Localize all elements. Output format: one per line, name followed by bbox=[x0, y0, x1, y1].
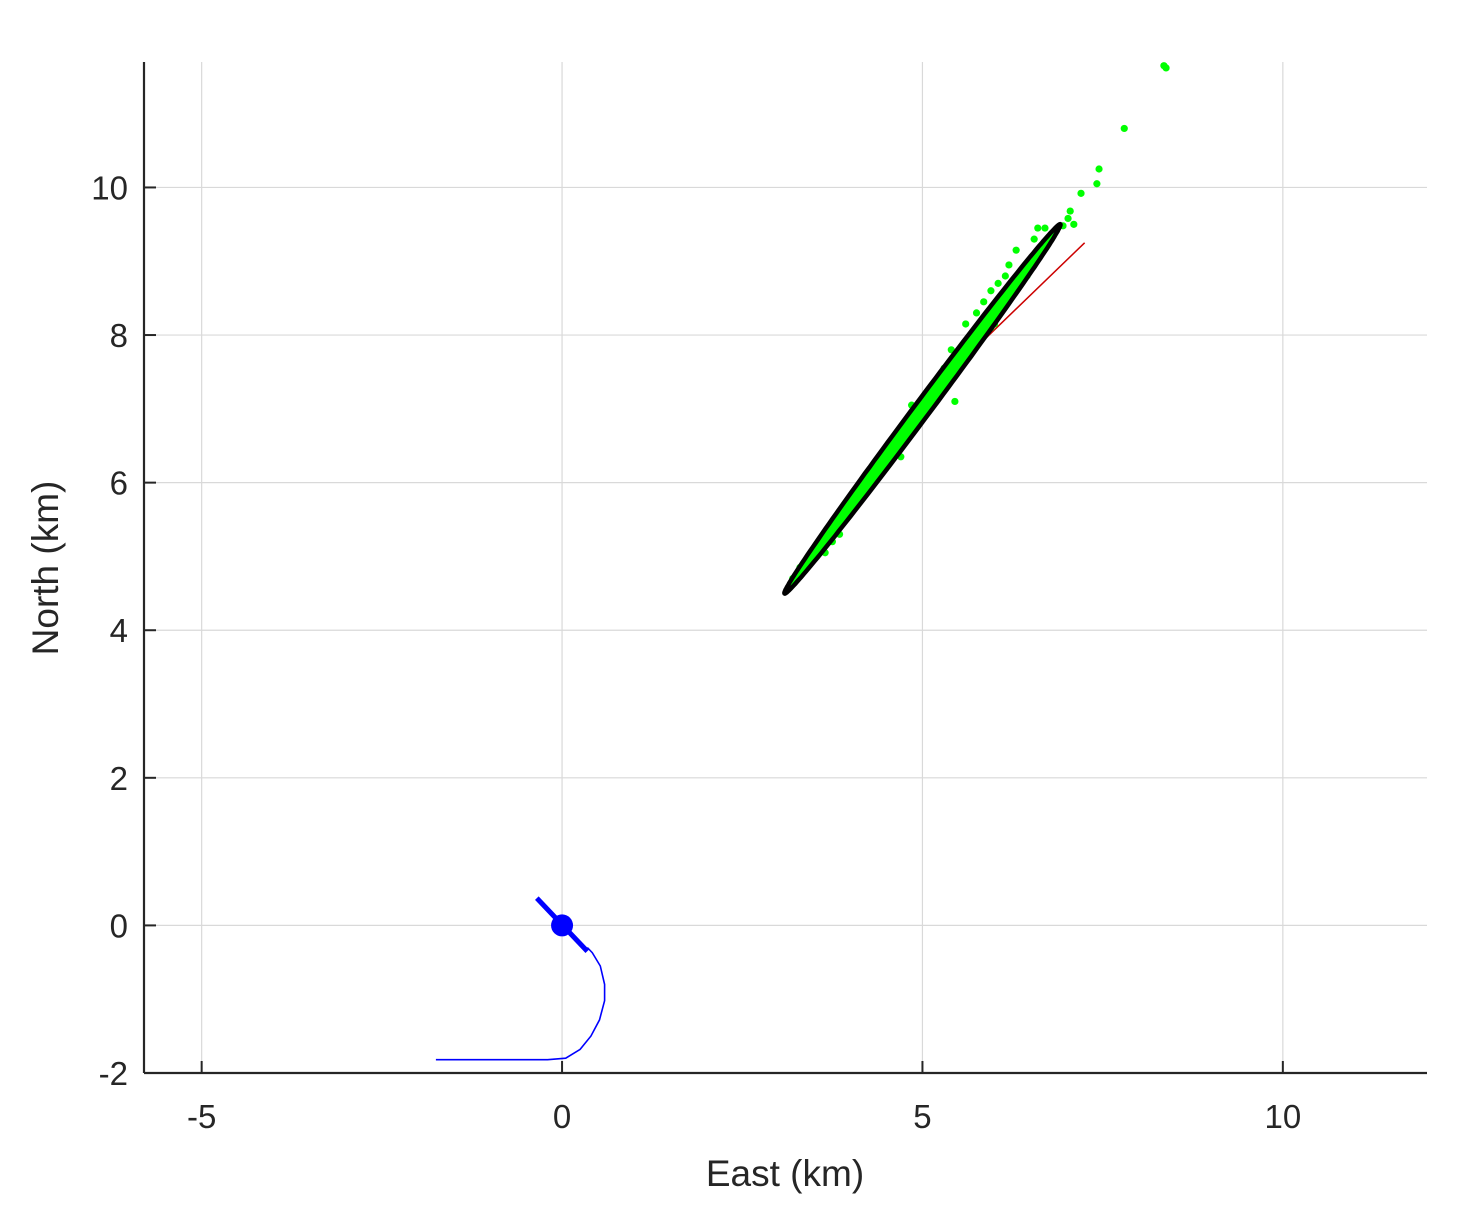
y-tick-label-0: -2 bbox=[99, 1055, 128, 1092]
axes bbox=[142, 62, 1427, 1075]
x-tick-label-0: -5 bbox=[187, 1098, 216, 1135]
sample-point bbox=[1070, 220, 1078, 228]
y-tick-label-2: 2 bbox=[110, 760, 128, 797]
sample-point bbox=[1093, 180, 1101, 188]
sample-point bbox=[980, 298, 988, 306]
sample-point bbox=[1095, 165, 1103, 173]
sample-point bbox=[1041, 224, 1049, 232]
sample-point bbox=[994, 279, 1002, 287]
uncertainty-ellipse bbox=[782, 221, 1063, 596]
y-axis-title: North (km) bbox=[25, 481, 66, 656]
sample-point bbox=[1120, 124, 1128, 133]
observer-marker bbox=[551, 914, 574, 937]
sample-point bbox=[962, 320, 970, 328]
x-tick-label-3: 10 bbox=[1264, 1098, 1301, 1135]
sample-point bbox=[843, 508, 851, 516]
sample-point bbox=[1162, 64, 1170, 72]
x-tick-label-2: 5 bbox=[913, 1098, 931, 1135]
sample-point bbox=[1077, 189, 1085, 197]
sample-point bbox=[1005, 261, 1013, 269]
plot-marks bbox=[435, 62, 1170, 1061]
sample-point bbox=[1064, 214, 1072, 223]
sample-point bbox=[987, 287, 995, 295]
sample-point bbox=[861, 482, 869, 490]
sample-point bbox=[871, 471, 880, 479]
sample-point bbox=[1012, 246, 1020, 254]
y-tick-label-5: 8 bbox=[110, 317, 128, 354]
sample-point bbox=[882, 449, 891, 457]
y-tick-label-4: 6 bbox=[110, 465, 128, 502]
sample-point bbox=[1066, 207, 1074, 215]
observer-track-line bbox=[435, 946, 606, 1061]
sample-point bbox=[972, 309, 981, 317]
tick-labels: -5 0 5 10 -2 0 2 4 6 8 10 bbox=[91, 169, 1301, 1135]
sample-point bbox=[1001, 272, 1009, 280]
y-tick-label-1: 0 bbox=[110, 907, 128, 944]
x-axis-title: East (km) bbox=[706, 1153, 864, 1194]
sample-point bbox=[850, 497, 858, 505]
sample-point bbox=[1034, 224, 1042, 232]
sample-point bbox=[933, 383, 941, 391]
sample-point bbox=[951, 397, 959, 406]
y-tick-label-6: 10 bbox=[91, 169, 128, 206]
x-tick-label-1: 0 bbox=[553, 1098, 571, 1135]
sample-point bbox=[1030, 235, 1038, 243]
y-tick-label-3: 4 bbox=[110, 612, 128, 649]
